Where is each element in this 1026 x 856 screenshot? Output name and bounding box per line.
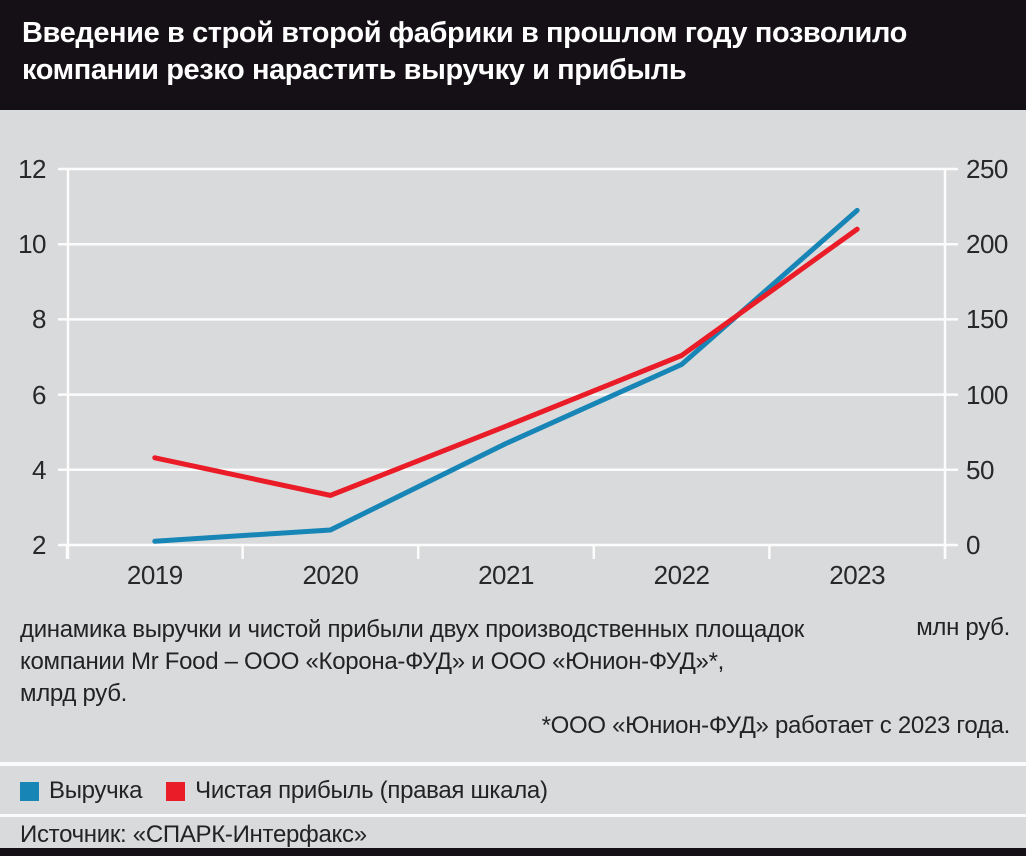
x-axis-tick-label: 2020	[302, 560, 359, 590]
revenue-swatch-icon	[20, 781, 39, 801]
footnote: *ООО «Юнион-ФУД» работает с 2023 года.	[541, 712, 1011, 739]
chart-subtitle-line-2: компании Mr Food – ООО «Корона-ФУД» и ОО…	[20, 648, 725, 675]
chart-title: Введение в строй второй фабрики в прошло…	[22, 17, 907, 86]
y-axis-tick-label-left: 12	[18, 154, 46, 184]
net-profit-series-line	[152, 226, 860, 498]
y-axis-tick-label-right: 50	[966, 454, 994, 485]
legend-label-net-profit: Чистая прибыль (правая шкала)	[195, 777, 548, 804]
headline-banner: Введение в строй второй фабрики в прошло…	[0, 0, 1026, 110]
chart-subtitle-line-1: динамика выручки и чистой прибыли двух п…	[20, 616, 804, 643]
left-axis-unit-label: млрд руб.	[20, 680, 128, 707]
divider-line	[0, 762, 1026, 766]
y-axis-tick-label-right: 0	[966, 530, 980, 560]
legend-label-revenue: Выручка	[49, 777, 143, 804]
right-axis-unit-label: млн руб.	[916, 614, 1010, 641]
y-axis-tick-label-right: 100	[966, 379, 1008, 410]
dual-axis-line-chart	[58, 167, 958, 559]
legend-item-revenue: Выручка	[20, 777, 142, 805]
y-axis-tick-label-right: 200	[966, 229, 1008, 260]
y-axis-tick-label-left: 2	[32, 530, 46, 560]
y-axis-tick-label-left: 6	[32, 379, 46, 410]
y-axis-tick-label-left: 4	[32, 454, 46, 485]
y-axis-tick-label-right: 250	[966, 154, 1008, 184]
y-axis-tick-label-right: 150	[966, 304, 1008, 335]
net-profit-swatch-icon	[166, 781, 186, 801]
x-axis-tick-label: 2022	[653, 560, 710, 590]
x-axis-tick-label: 2019	[126, 560, 183, 590]
y-axis-tick-label-left: 10	[18, 229, 46, 260]
x-axis-tick-label: 2023	[829, 560, 886, 590]
legend-item-net-profit: Чистая прибыль (правая шкала)	[166, 777, 548, 805]
divider-line	[0, 814, 1026, 817]
bottom-bar	[0, 848, 1026, 856]
x-axis-tick-label: 2021	[478, 560, 534, 590]
source-line: Источник: «СПАРК-Интерфакс»	[20, 821, 367, 848]
legend: Выручка Чистая прибыль (правая шкала)	[0, 770, 1026, 812]
revenue-series-line	[152, 207, 860, 544]
y-axis-tick-label-left: 8	[32, 304, 46, 335]
